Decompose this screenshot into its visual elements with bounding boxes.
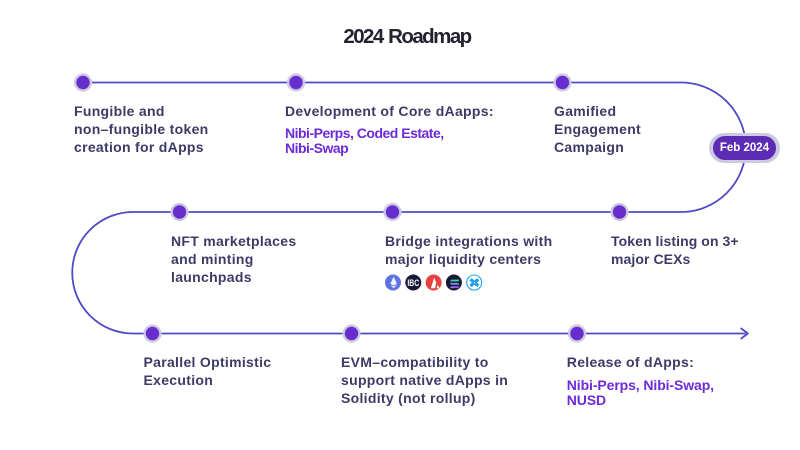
svg-text:IBC: IBC [407,278,419,288]
